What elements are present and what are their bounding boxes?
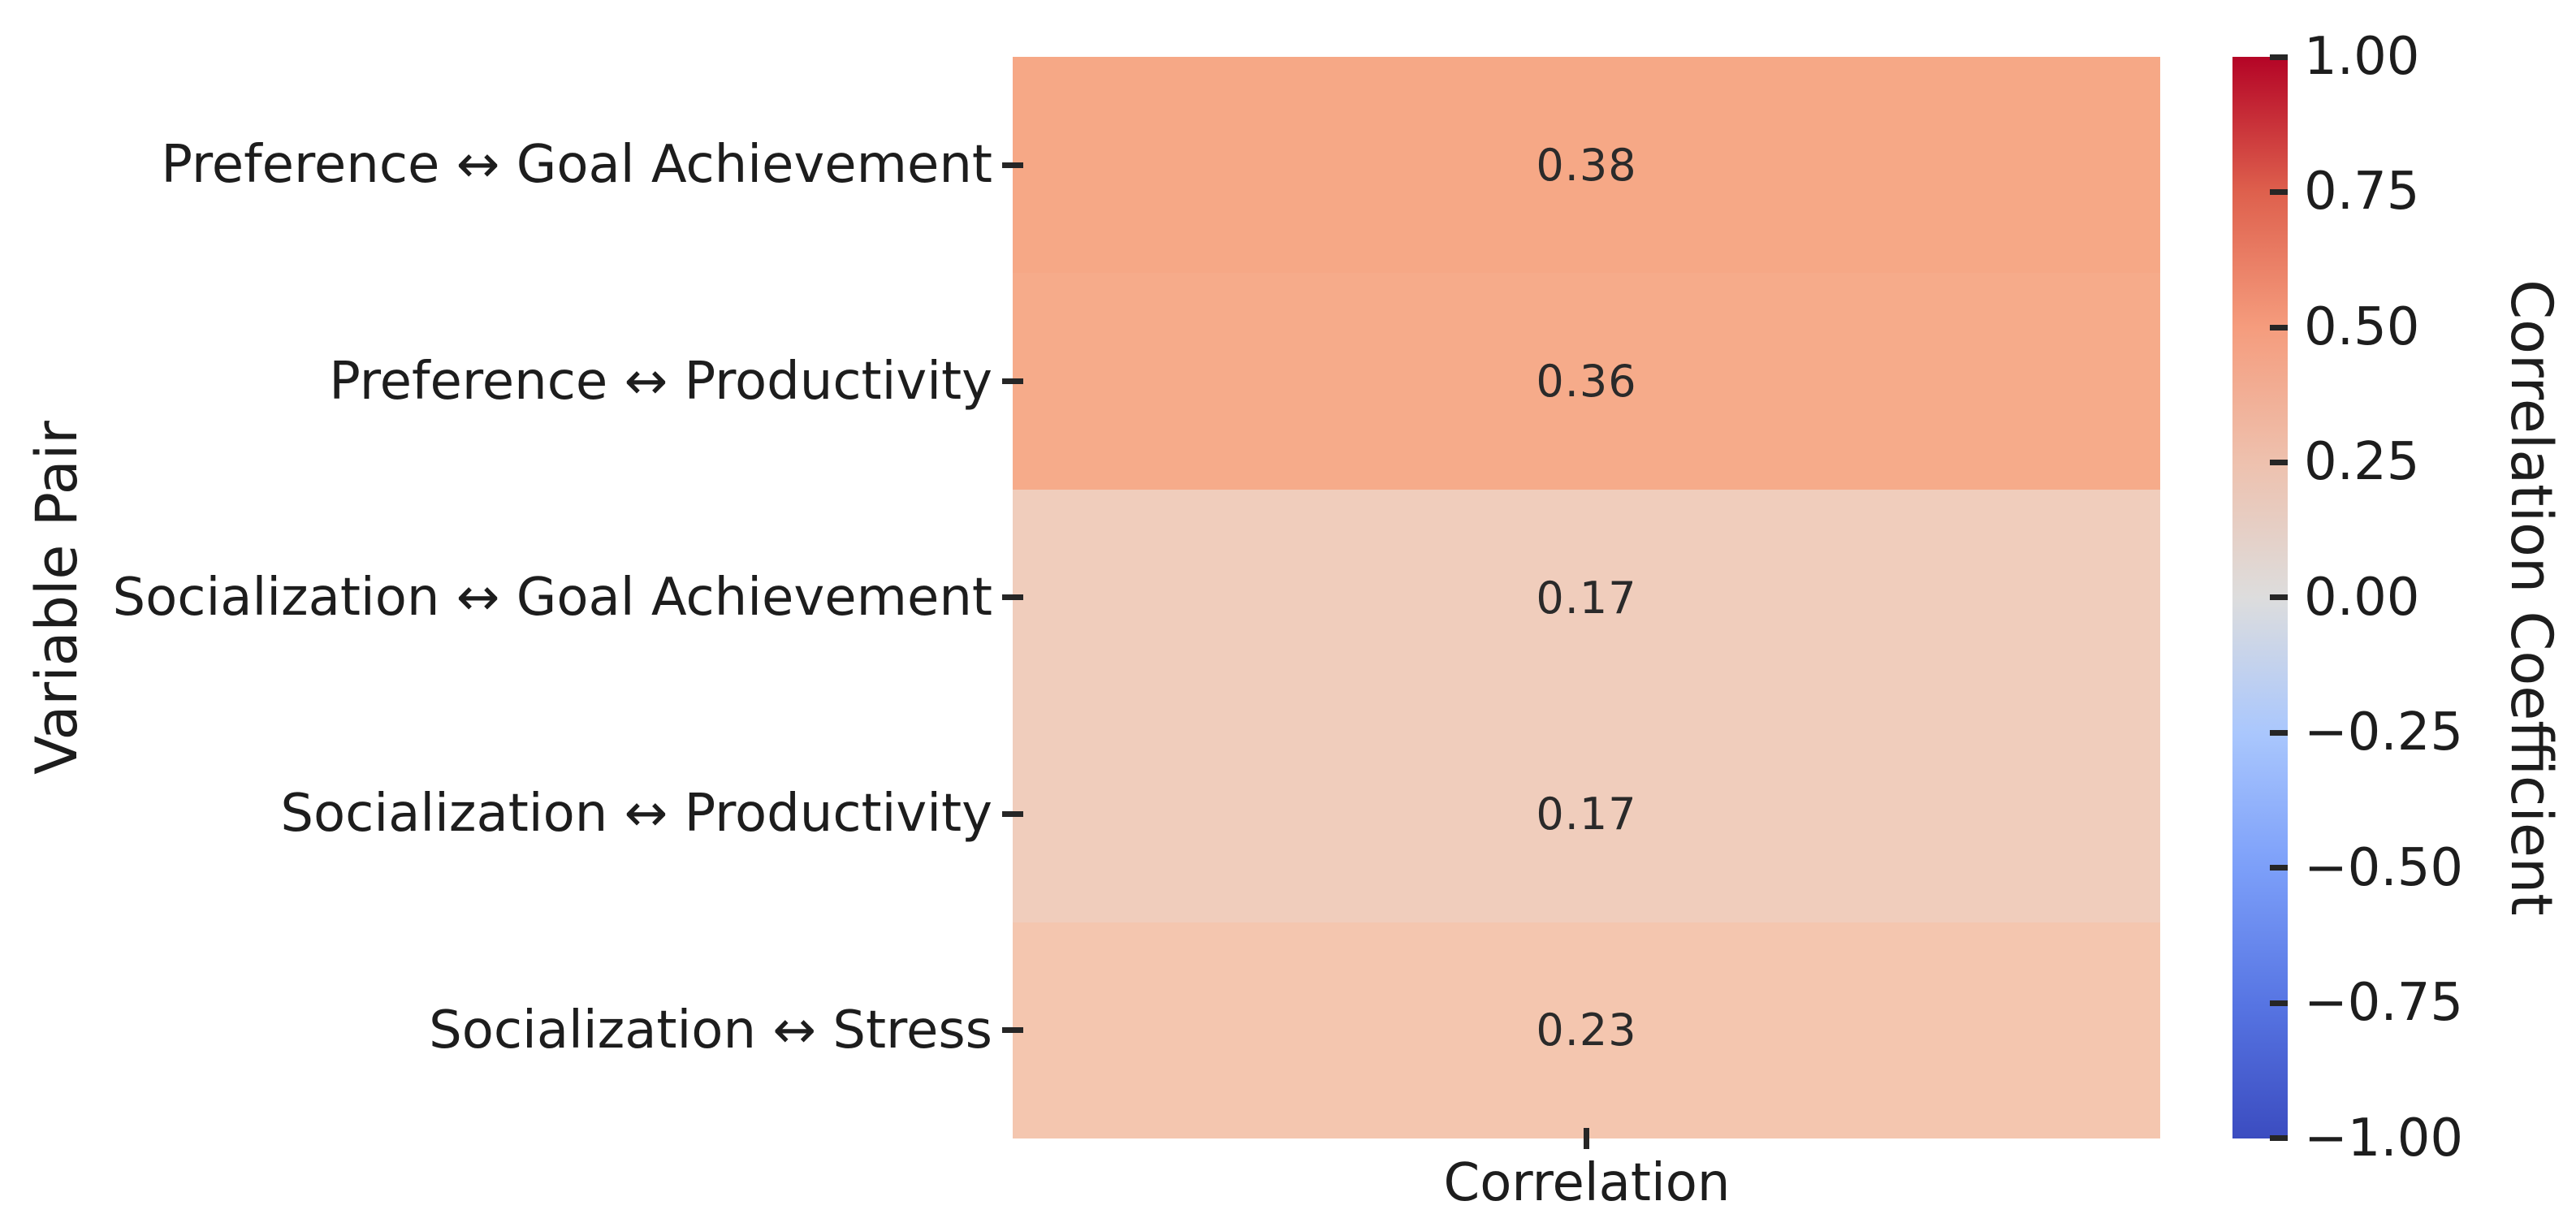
heatmap-plot-area: 0.38 0.36 0.17 0.17 0.23 (1013, 57, 2160, 1139)
y-tick-label: Socialization ↔ Goal Achievement (112, 568, 992, 628)
cell-annotation: 0.36 (1536, 356, 1637, 408)
y-tick-mark (1002, 162, 1023, 168)
colorbar-tick-label: 0.50 (2304, 297, 2420, 357)
heatmap-cell: 0.17 (1013, 706, 2160, 922)
x-tick-label: Correlation (1443, 1153, 1731, 1213)
cell-annotation: 0.17 (1536, 788, 1637, 840)
y-tick-mark (1002, 811, 1023, 817)
colorbar-tick-mark (2270, 54, 2288, 60)
colorbar-tick-mark (2270, 325, 2288, 331)
heatmap-cell: 0.23 (1013, 922, 2160, 1139)
y-tick-mark (1002, 378, 1023, 384)
heatmap-cell: 0.38 (1013, 57, 2160, 274)
y-tick-label: Socialization ↔ Stress (429, 1000, 992, 1061)
colorbar-tick-label: 1.00 (2304, 27, 2420, 87)
colorbar-tick-label: −0.25 (2304, 702, 2464, 763)
colorbar-tick-mark (2270, 460, 2288, 465)
colorbar-tick-label: 0.25 (2304, 432, 2420, 492)
colorbar-tick-label: 0.75 (2304, 162, 2420, 222)
y-tick-label: Preference ↔ Productivity (329, 352, 992, 412)
colorbar-tick-label: −0.75 (2304, 973, 2464, 1033)
heatmap-cell: 0.36 (1013, 273, 2160, 490)
cell-annotation: 0.23 (1536, 1004, 1637, 1056)
y-tick-mark (1002, 1027, 1023, 1033)
heatmap-cell: 0.17 (1013, 489, 2160, 706)
y-tick-mark (1002, 594, 1023, 600)
colorbar-tick-label: −1.00 (2304, 1108, 2464, 1169)
colorbar-tick-mark (2270, 865, 2288, 871)
colorbar-axis-label: Correlation Coefficient (2498, 279, 2565, 916)
colorbar-tick-label: −0.50 (2304, 838, 2464, 898)
colorbar-tick-mark (2270, 1000, 2288, 1006)
colorbar-tick-mark (2270, 730, 2288, 736)
colorbar-tick-mark (2270, 189, 2288, 195)
cell-annotation: 0.38 (1536, 139, 1637, 191)
colorbar-tick-mark (2270, 594, 2288, 600)
y-tick-label: Socialization ↔ Productivity (280, 784, 992, 844)
y-tick-label: Preference ↔ Goal Achievement (161, 135, 992, 195)
colorbar-tick-label: 0.00 (2304, 568, 2420, 628)
colorbar-tick-mark (2270, 1135, 2288, 1141)
x-tick-mark (1584, 1128, 1589, 1149)
cell-annotation: 0.17 (1536, 572, 1637, 624)
